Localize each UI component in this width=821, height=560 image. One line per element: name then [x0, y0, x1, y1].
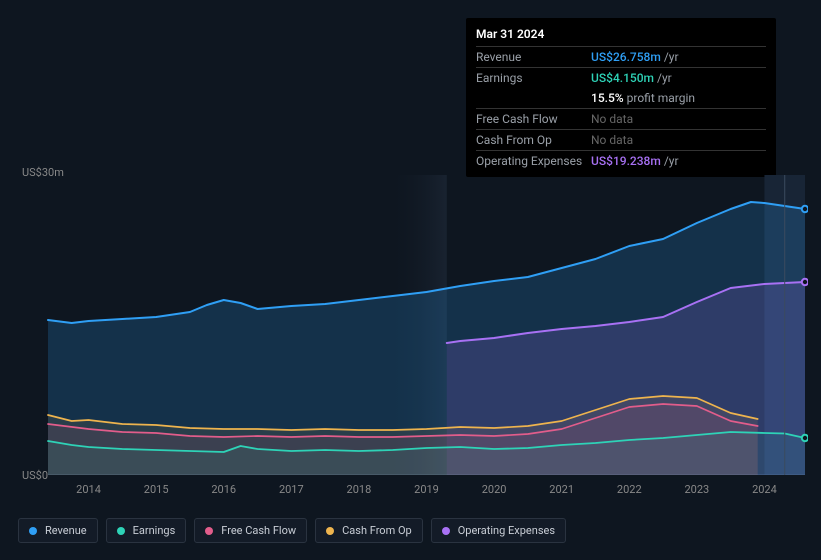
tooltip-row-label: Earnings: [476, 71, 591, 85]
tooltip-row: 15.5%profit margin: [476, 88, 766, 108]
tooltip-row-label: Revenue: [476, 50, 591, 64]
legend-item-opex[interactable]: Operating Expenses: [431, 518, 566, 543]
legend-item-fcf[interactable]: Free Cash Flow: [194, 518, 307, 543]
tooltip-row-suffix: profit margin: [627, 91, 695, 105]
x-axis-label: 2017: [279, 483, 304, 496]
legend-item-revenue[interactable]: Revenue: [18, 518, 98, 543]
x-axis-label: 2024: [752, 483, 777, 496]
legend-item-label: Operating Expenses: [458, 524, 555, 537]
chart-tooltip: Mar 31 2024 RevenueUS$26.758m/yrEarnings…: [466, 18, 776, 177]
x-axis: 2014 2015 2016 2017 2018 2019 2020 2021 2022 2023…: [18, 483, 808, 503]
tooltip-row: EarningsUS$4.150m/yr: [476, 67, 766, 88]
tooltip-row-nodata: No data: [591, 112, 633, 126]
x-axis-label: 2023: [684, 483, 709, 496]
legend-dot-icon: [117, 527, 125, 535]
tooltip-row-label: Cash From Op: [476, 133, 591, 147]
legend-item-earnings[interactable]: Earnings: [106, 518, 187, 543]
legend-dot-icon: [29, 527, 37, 535]
legend-dot-icon: [205, 527, 213, 535]
tooltip-date: Mar 31 2024: [476, 24, 766, 46]
x-axis-label: 2022: [617, 483, 642, 496]
tooltip-row-label: Free Cash Flow: [476, 112, 591, 126]
tooltip-row: Cash From OpNo data: [476, 129, 766, 150]
tooltip-row-suffix: /yr: [664, 50, 679, 64]
tooltip-row-value: US$4.150m: [591, 71, 654, 85]
x-axis-label: 2021: [549, 483, 574, 496]
x-axis-label: 2020: [482, 483, 507, 496]
tooltip-row-value: 15.5%: [591, 91, 624, 105]
tooltip-row-value: US$26.758m: [591, 50, 661, 64]
legend-item-label: Free Cash Flow: [221, 524, 296, 537]
tooltip-row: Free Cash FlowNo data: [476, 108, 766, 129]
x-axis-label: 2016: [211, 483, 236, 496]
legend-dot-icon: [442, 527, 450, 535]
tooltip-row: RevenueUS$26.758m/yr: [476, 46, 766, 67]
x-axis-label: 2014: [76, 483, 101, 496]
tooltip-row-nodata: No data: [591, 133, 633, 147]
x-axis-label: 2019: [414, 483, 439, 496]
x-axis-label: 2015: [144, 483, 169, 496]
x-axis-label: 2018: [347, 483, 372, 496]
financials-area-chart[interactable]: [18, 155, 808, 475]
tooltip-row-suffix: /yr: [657, 71, 672, 85]
legend-item-label: Earnings: [133, 524, 176, 537]
legend-item-cashfromop[interactable]: Cash From Op: [315, 518, 423, 543]
legend-item-label: Revenue: [45, 524, 87, 537]
legend-item-label: Cash From Op: [342, 524, 412, 537]
chart-legend: Revenue Earnings Free Cash Flow Cash From O…: [18, 518, 566, 543]
legend-dot-icon: [326, 527, 334, 535]
